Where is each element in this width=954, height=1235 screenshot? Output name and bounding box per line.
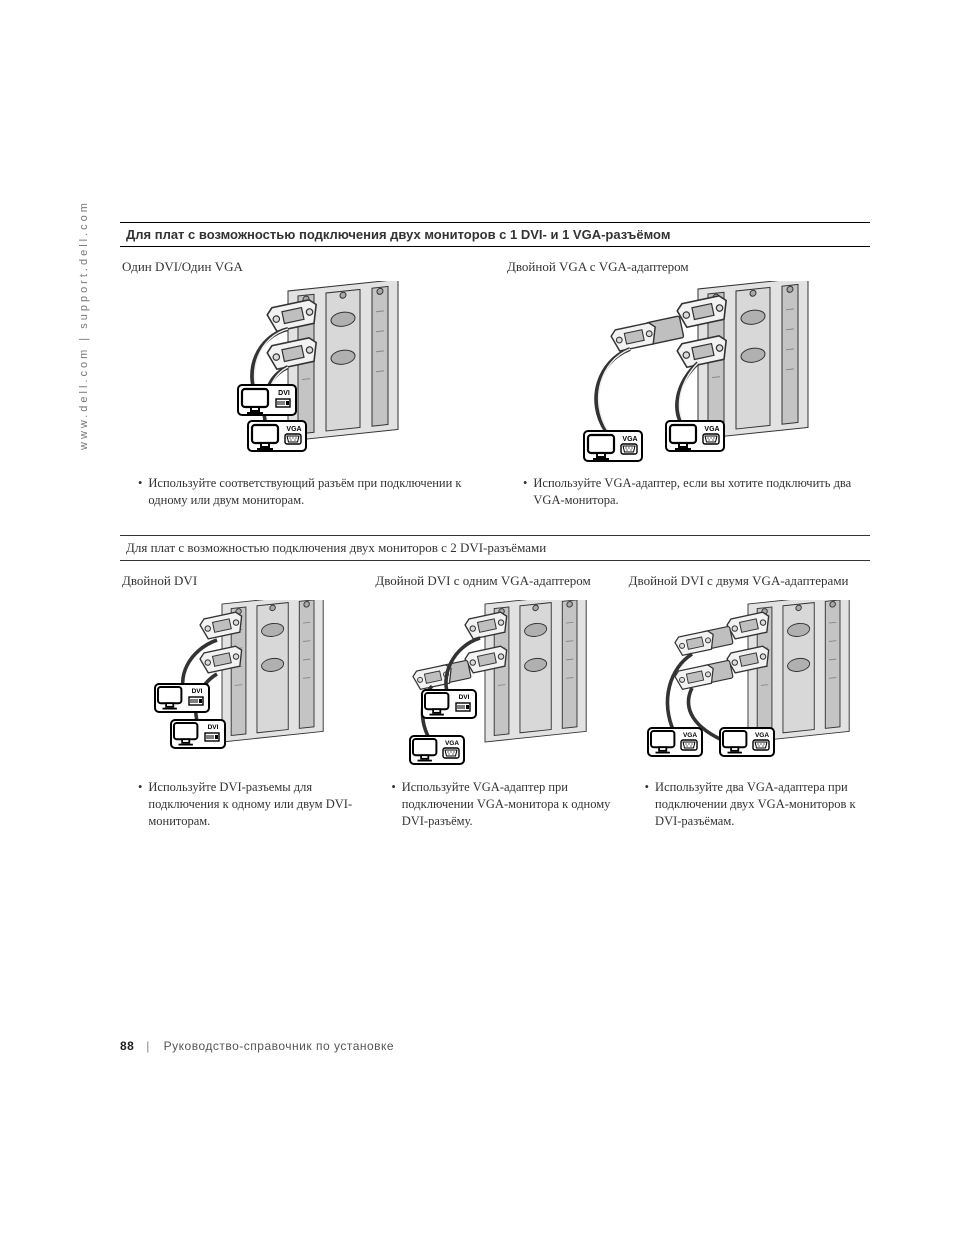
footer-title: Руководство-справочник по установке [164, 1039, 394, 1053]
section1-right-diagram: VGA VGA [505, 281, 870, 471]
bullet-text: Используйте VGA-адаптер при подключении … [402, 779, 615, 830]
dvi-label-2: DVI [207, 724, 218, 731]
vga-label: VGA [445, 740, 459, 747]
dvi-label: DVI [459, 694, 470, 701]
section1-right-bullet: • Используйте VGA-адаптер, если вы хотит… [505, 471, 870, 511]
page-footer: 88 | Руководство-справочник по установке [120, 1039, 394, 1053]
vga-label-2: VGA [755, 732, 769, 739]
section1-left-diagram: DVI VGA [120, 281, 485, 471]
section2-col1-bullet: • Используйте DVI-разъемы для подключени… [120, 775, 363, 832]
section2-col3-bullet: • Используйте два VGA-адаптера при подкл… [627, 775, 870, 832]
vga-label: VGA [286, 426, 301, 433]
page-body: Для плат с возможностью подключения двух… [120, 222, 870, 831]
section2-col1-diagram: DVI DVI [120, 595, 363, 775]
bullet-dot: • [523, 475, 527, 509]
sidebar-url: www.dell.com | support.dell.com [78, 200, 90, 450]
section2-col2-bullet: • Используйте VGA-адаптер при подключени… [373, 775, 616, 832]
dvi-label: DVI [278, 390, 290, 397]
bullet-dot: • [138, 779, 142, 830]
section2-col2-title: Двойной DVI с одним VGA-адаптером [375, 573, 614, 589]
section1-left-title: Один DVI/Один VGA [122, 259, 483, 275]
bullet-dot: • [391, 779, 395, 830]
bullet-dot: • [645, 779, 649, 830]
bullet-text: Используйте DVI-разъемы для подключения … [148, 779, 361, 830]
section1-row: Один DVI/Один VGA [120, 255, 870, 511]
section1-right: Двойной VGA с VGA-адаптером [505, 255, 870, 511]
vga-label-2: VGA [704, 426, 719, 433]
section2-col3: Двойной DVI с двумя VGA-адаптерами [627, 569, 870, 832]
section2-header: Для плат с возможностью подключения двух… [120, 535, 870, 561]
section1-left-bullet: • Используйте соответствующий разъём при… [120, 471, 485, 511]
section1-left: Один DVI/Один VGA [120, 255, 485, 511]
section2: Для плат с возможностью подключения двух… [120, 535, 870, 832]
vga-label-1: VGA [622, 436, 637, 443]
footer-separator: | [146, 1039, 150, 1053]
bullet-text: Используйте VGA-адаптер, если вы хотите … [533, 475, 868, 509]
vga-label-1: VGA [683, 732, 697, 739]
section2-col3-diagram: VGA VGA [627, 595, 870, 775]
bullet-text: Используйте соответствующий разъём при п… [148, 475, 483, 509]
bullet-dot: • [138, 475, 142, 509]
section1-header: Для плат с возможностью подключения двух… [120, 222, 870, 247]
section2-col1-title: Двойной DVI [122, 573, 361, 589]
page-number: 88 [120, 1039, 134, 1053]
section2-col1: Двойной DVI DVI [120, 569, 363, 832]
section1-right-title: Двойной VGA с VGA-адаптером [507, 259, 868, 275]
bullet-text: Используйте два VGA-адаптера при подключ… [655, 779, 868, 830]
section2-row: Двойной DVI DVI [120, 569, 870, 832]
section2-col2-diagram: DVI VGA [373, 595, 616, 775]
section2-col2: Двойной DVI с одним VGA-адаптером [373, 569, 616, 832]
section2-col3-title: Двойной DVI с двумя VGA-адаптерами [629, 573, 868, 589]
dvi-label-1: DVI [191, 688, 202, 695]
